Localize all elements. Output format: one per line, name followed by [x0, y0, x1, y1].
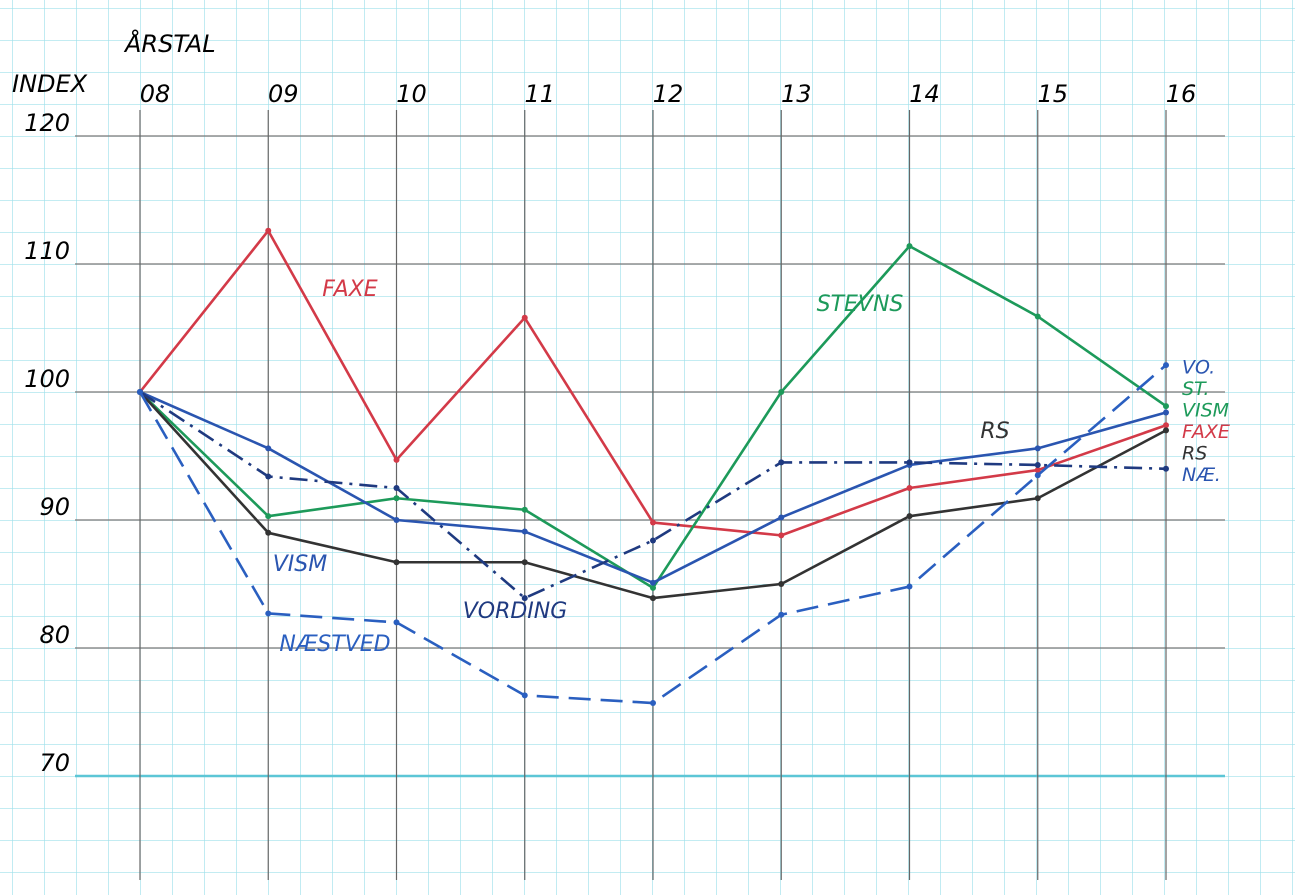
point: [521, 528, 528, 535]
point: [650, 700, 656, 707]
point: [906, 243, 913, 250]
point: [1163, 362, 1169, 369]
point: [906, 459, 913, 466]
end-label: ST.: [1182, 378, 1209, 400]
x-tick-label: 15: [1037, 80, 1068, 108]
point: [650, 595, 656, 602]
series-line: [139, 390, 1167, 600]
y-tick-label: 80: [39, 621, 70, 649]
point: [1163, 465, 1169, 472]
point: [906, 583, 913, 590]
point: [265, 529, 272, 536]
point: [906, 485, 913, 491]
x-tick-label: 12: [653, 80, 684, 108]
end-label: VO.: [1182, 357, 1215, 379]
series-label: NÆSTVED: [279, 632, 390, 657]
series-label: RS: [980, 419, 1009, 444]
point: [778, 514, 785, 521]
point: [650, 519, 656, 526]
y-tick-label: 100: [24, 365, 70, 393]
point: [265, 513, 272, 520]
x-tick-label: 14: [909, 80, 940, 108]
series-label: VISM: [273, 552, 328, 577]
point: [137, 389, 143, 395]
x-axis-title: ÅRSTAL: [123, 29, 216, 58]
point: [650, 584, 656, 591]
point: [1034, 495, 1041, 502]
point: [393, 619, 400, 626]
point: [778, 389, 785, 395]
y-axis-title: INDEX: [12, 70, 88, 98]
point: [521, 559, 528, 566]
point: [1034, 313, 1041, 320]
series-label: STEVNS: [817, 292, 904, 317]
point: [1163, 422, 1169, 429]
y-tick-label: 90: [39, 493, 70, 521]
point: [393, 456, 400, 463]
series-label: VORDING: [463, 599, 568, 624]
x-tick-label: 16: [1166, 80, 1197, 108]
x-tick-label: 08: [140, 80, 171, 108]
point: [393, 559, 400, 566]
point: [393, 485, 400, 491]
point: [906, 513, 913, 520]
end-label: RS: [1182, 443, 1207, 465]
y-tick-label: 70: [39, 749, 70, 777]
point: [393, 517, 400, 523]
x-tick-label: 13: [781, 80, 812, 108]
point: [650, 579, 656, 586]
point: [521, 506, 528, 513]
point: [521, 692, 528, 699]
point: [393, 495, 400, 502]
point: [1034, 472, 1041, 479]
end-label: NÆ.: [1182, 464, 1221, 486]
point: [650, 537, 656, 544]
point: [778, 611, 785, 618]
point: [521, 314, 528, 321]
point: [1163, 403, 1169, 410]
end-label: FAXE: [1182, 421, 1230, 443]
point: [265, 227, 272, 234]
x-tick-label: 11: [524, 80, 555, 108]
x-tick-label: 10: [396, 80, 427, 108]
point: [1163, 427, 1169, 434]
point: [265, 610, 272, 617]
point: [265, 473, 272, 480]
point: [1163, 409, 1169, 416]
point: [778, 459, 785, 466]
point: [1034, 445, 1041, 452]
y-tick-label: 120: [24, 109, 70, 137]
point: [1034, 467, 1041, 474]
x-tick-label: 09: [268, 80, 299, 108]
y-tick-label: 110: [24, 237, 70, 265]
series-label: FAXE: [322, 277, 377, 302]
point: [265, 445, 272, 452]
point: [1034, 461, 1041, 468]
point: [521, 595, 528, 602]
end-label: VISM: [1182, 400, 1229, 422]
point: [778, 581, 785, 587]
point: [778, 532, 785, 539]
